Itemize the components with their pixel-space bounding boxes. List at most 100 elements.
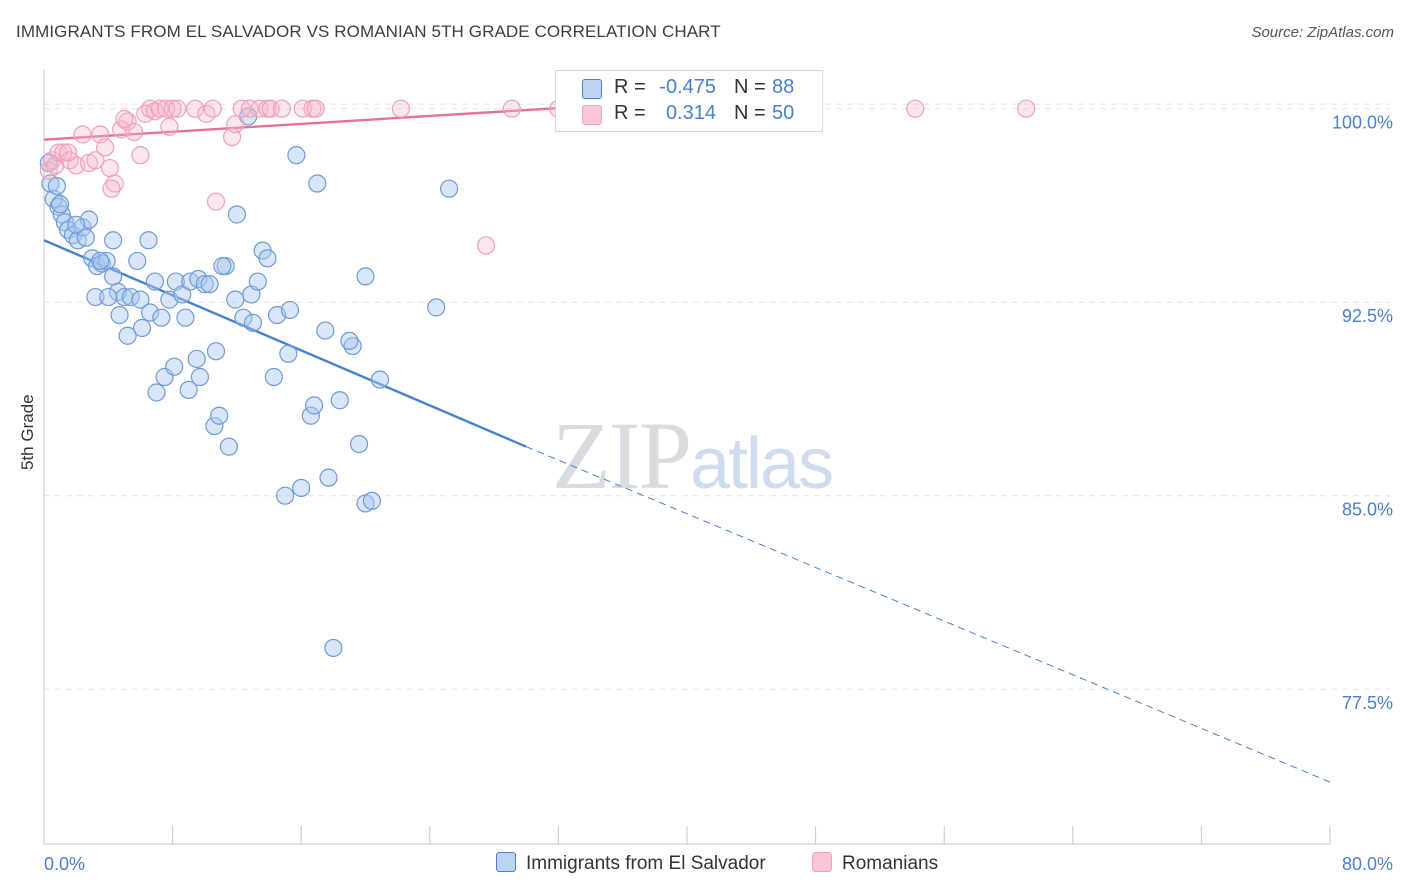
chart-title: IMMIGRANTS FROM EL SALVADOR VS ROMANIAN … (16, 22, 721, 41)
point-romanians (59, 143, 78, 162)
point-el-salvador (427, 298, 446, 317)
tick-labels: 77.5% 85.0% 92.5% 100.0% 0.0% 80.0% (44, 113, 1393, 874)
point-el-salvador (279, 344, 298, 363)
point-el-salvador (118, 326, 137, 345)
point-el-salvador (173, 285, 192, 304)
point-el-salvador (152, 308, 171, 327)
point-el-salvador (308, 174, 327, 193)
point-el-salvador (439, 179, 459, 198)
point-romanians (906, 99, 925, 118)
point-el-salvador (304, 396, 324, 415)
point-el-salvador (200, 275, 219, 294)
point-el-salvador (319, 468, 338, 487)
blue-swatch (582, 79, 602, 99)
point-el-salvador (362, 491, 382, 510)
gridlines (44, 103, 1390, 690)
point-el-salvador (343, 336, 362, 356)
r-label: R = (614, 76, 646, 98)
point-el-salvador (67, 215, 86, 234)
point-el-salvador (190, 367, 210, 387)
stats-legend: R = -0.475 N = 88 R = 0.314 N = 50 (555, 70, 823, 132)
stats-legend-row-pink: R = 0.314 N = 50 (556, 101, 822, 127)
point-el-salvador (91, 251, 110, 271)
point-romanians (226, 115, 245, 134)
point-romanians (105, 174, 124, 193)
point-romanians (131, 146, 150, 165)
point-el-salvador (340, 331, 359, 350)
point-romanians (124, 122, 144, 142)
point-el-salvador (187, 349, 206, 369)
point-romanians (206, 192, 226, 211)
legend-swatch-blue (496, 852, 516, 872)
point-romanians (168, 99, 187, 118)
point-romanians (140, 99, 160, 118)
point-el-salvador (206, 342, 226, 361)
point-romanians (293, 99, 312, 118)
point-romanians (203, 99, 222, 118)
point-romanians (186, 99, 205, 118)
point-el-salvador (139, 231, 158, 250)
point-el-salvador (258, 249, 277, 268)
point-el-salvador (165, 357, 184, 376)
pink-swatch (582, 105, 602, 125)
point-romanians (163, 99, 182, 118)
point-el-salvador (110, 306, 129, 325)
point-el-salvador (140, 303, 160, 322)
point-romanians (160, 117, 179, 136)
n-label: N = (734, 102, 766, 124)
point-el-salvador (219, 437, 238, 456)
point-el-salvador (287, 146, 306, 165)
point-romanians (306, 99, 325, 118)
chart-source: Source: ZipAtlas.com (1251, 24, 1394, 41)
legend-label-el-salvador: Immigrants from El Salvador (526, 853, 766, 874)
point-el-salvador (87, 256, 107, 276)
y-tick-label: 100.0% (1332, 113, 1393, 133)
trend-line-el-salvador (43, 239, 527, 448)
point-el-salvador (227, 205, 246, 224)
point-el-salvador (226, 290, 245, 309)
point-romanians (502, 99, 521, 118)
point-el-salvador (147, 383, 166, 402)
point-el-salvador (176, 308, 195, 327)
n-value: 50 (772, 102, 795, 124)
n-label: N = (734, 76, 766, 98)
watermark-atlas: atlas (690, 424, 834, 504)
point-el-salvador (76, 228, 95, 247)
point-el-salvador (50, 195, 70, 214)
point-el-salvador (205, 416, 224, 436)
point-romanians (86, 151, 105, 170)
stats-legend-row-blue: R = -0.475 N = 88 (556, 75, 822, 101)
point-romanians (240, 99, 259, 118)
point-romanians (102, 179, 121, 198)
r-label: R = (614, 102, 646, 124)
point-el-salvador (243, 313, 263, 332)
point-el-salvador (248, 272, 267, 291)
y-tick-label: 77.5% (1342, 693, 1393, 713)
point-el-salvador (145, 272, 165, 291)
point-romanians (391, 99, 410, 118)
point-el-salvador (99, 287, 118, 307)
point-el-salvador (128, 251, 147, 271)
point-el-salvador (210, 406, 229, 425)
point-romanians (95, 138, 115, 157)
point-el-salvador (47, 177, 66, 196)
trend-line-el-salvador-extrapolated (526, 446, 1331, 783)
legend-item-romanians: Romanians (812, 852, 938, 875)
point-romanians (145, 102, 165, 121)
point-el-salvador (131, 290, 150, 309)
point-el-salvador (316, 321, 335, 340)
point-el-salvador (324, 638, 343, 658)
point-el-salvador (179, 380, 198, 400)
point-romanians (272, 99, 292, 118)
trend-line-romanians (43, 104, 591, 141)
point-el-salvador (370, 370, 390, 389)
n-value: 88 (772, 76, 795, 98)
point-el-salvador (213, 256, 232, 276)
legend-swatch-pink (812, 852, 832, 872)
axes (43, 70, 1331, 845)
y-tick-label: 92.5% (1342, 306, 1393, 326)
legend-label-romanians: Romanians (842, 853, 939, 874)
point-romanians (115, 109, 134, 129)
x-tick-label: 0.0% (44, 854, 85, 874)
